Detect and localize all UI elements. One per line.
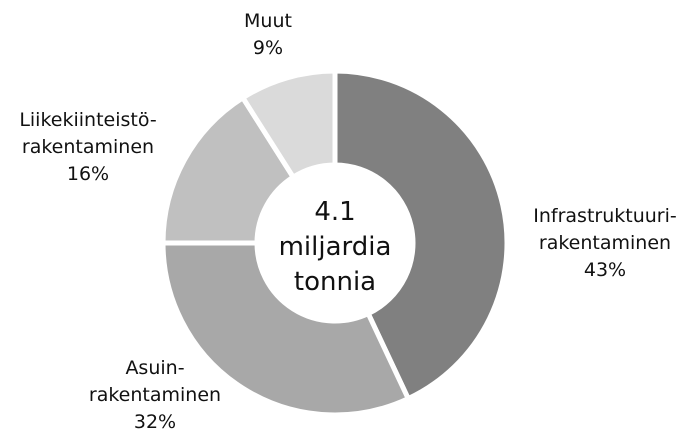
- slice-label: Infrastruktuuri-rakentaminen: [533, 205, 676, 254]
- slice-label: Asuin-rakentaminen: [89, 357, 221, 406]
- value-label: 16%: [67, 163, 109, 185]
- slice: [332, 68, 510, 402]
- value-label: 9%: [253, 37, 283, 59]
- slice-label: Liikekiinteistö-rakentaminen: [19, 109, 156, 158]
- value-label: 43%: [584, 259, 626, 281]
- slice: [239, 68, 338, 181]
- value-label: 32%: [134, 411, 176, 433]
- center-label: 4.1 miljardia tonnia: [279, 197, 392, 297]
- center-hole: [259, 167, 411, 319]
- slice: [160, 240, 412, 418]
- slice-label: Muut: [244, 10, 292, 32]
- slice: [160, 94, 297, 246]
